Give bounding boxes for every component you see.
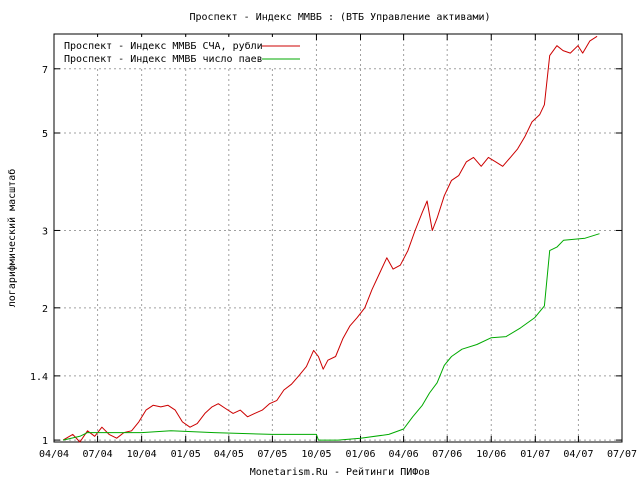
y-tick-label: 7 xyxy=(42,65,48,76)
x-tick-label: 01/05 xyxy=(171,449,201,460)
x-tick-label: 01/06 xyxy=(345,449,375,460)
legend-label-units: Проспект - Индекс ММВБ число паев xyxy=(64,54,263,65)
x-tick-label: 10/05 xyxy=(301,449,331,460)
x-tick-label: 07/06 xyxy=(432,449,462,460)
y-tick-label: 2 xyxy=(42,304,48,315)
x-tick-label: 04/06 xyxy=(389,449,419,460)
series-line-units xyxy=(62,233,600,441)
x-tick-label: 10/06 xyxy=(476,449,506,460)
legend-box xyxy=(60,37,304,67)
y-tick-label: 1.4 xyxy=(30,372,48,383)
plot-frame xyxy=(53,33,623,443)
series-line-sca xyxy=(62,35,598,443)
x-tick-label: 07/04 xyxy=(83,449,113,460)
series-layer xyxy=(62,35,600,443)
x-tick-label: 04/05 xyxy=(214,449,244,460)
legend-label-sca: Проспект - Индекс ММВБ СЧА, рубли xyxy=(64,40,263,52)
x-axis-label: Monetarism.Ru - Рейтинги ПИФов xyxy=(250,466,431,478)
x-tick-label: 10/04 xyxy=(127,449,157,460)
x-tick-label: 07/07 xyxy=(607,449,637,460)
y-tick-label: 3 xyxy=(42,226,48,237)
x-tick-label: 04/07 xyxy=(563,449,593,460)
y-axis-label: логарифмический масштаб xyxy=(6,169,18,307)
x-tick-label: 04/04 xyxy=(39,449,69,460)
chart-title: Проспект - Индекс ММВБ : (ВТБ Управление… xyxy=(189,12,490,23)
y-tick-label: 5 xyxy=(42,129,48,140)
x-tick-label: 01/07 xyxy=(520,449,550,460)
y-tick-label: 1 xyxy=(42,436,48,447)
x-tick-label: 07/05 xyxy=(257,449,287,460)
legend: Проспект - Индекс ММВБ СЧА, рубли Проспе… xyxy=(60,37,304,67)
